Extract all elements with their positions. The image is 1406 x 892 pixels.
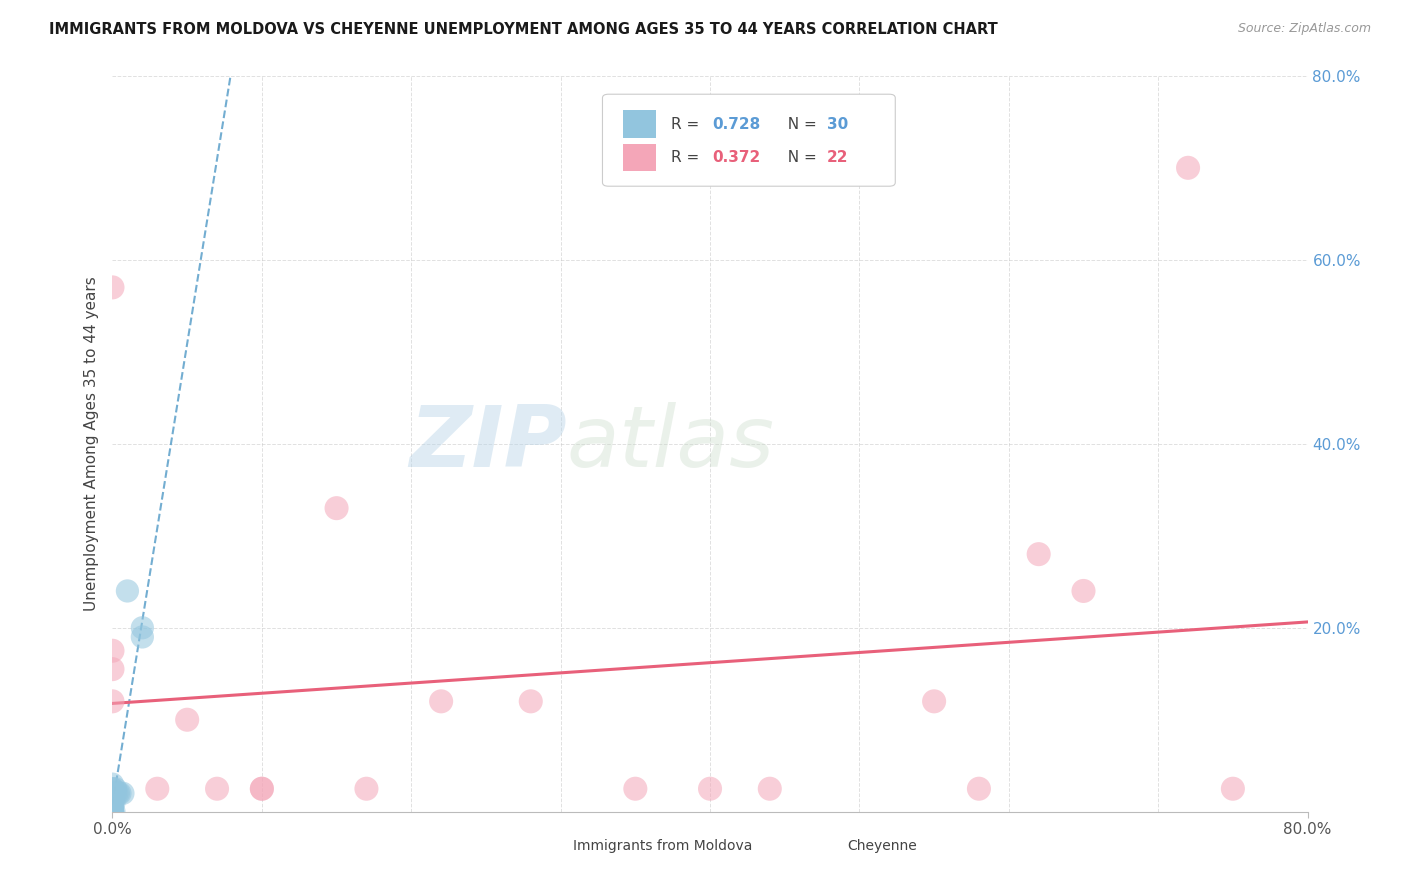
Point: [131, 630, 153, 644]
Point: [101, 791, 124, 805]
Point: [1177, 161, 1199, 175]
Point: [101, 781, 124, 796]
Point: [131, 621, 153, 635]
Text: Source: ZipAtlas.com: Source: ZipAtlas.com: [1237, 22, 1371, 36]
Point: [430, 694, 453, 708]
Point: [101, 805, 124, 819]
Point: [101, 694, 124, 708]
Point: [101, 794, 124, 808]
Point: [103, 805, 125, 819]
Point: [107, 786, 129, 800]
Text: 0.728: 0.728: [713, 117, 761, 132]
Point: [103, 786, 125, 800]
Bar: [811, 833, 838, 856]
Point: [967, 781, 990, 796]
Point: [101, 781, 124, 796]
Point: [356, 781, 378, 796]
Point: [101, 797, 124, 812]
Point: [624, 781, 647, 796]
Point: [922, 694, 945, 708]
Point: [699, 781, 721, 796]
Text: Immigrants from Moldova: Immigrants from Moldova: [572, 839, 752, 854]
Point: [101, 788, 124, 802]
Point: [1222, 781, 1244, 796]
Text: 0.372: 0.372: [713, 150, 761, 165]
Bar: [623, 144, 657, 171]
Text: ZIP: ZIP: [409, 402, 567, 485]
Point: [101, 791, 124, 805]
Text: R =: R =: [671, 150, 704, 165]
Point: [101, 796, 124, 810]
Point: [105, 786, 128, 800]
Text: Cheyenne: Cheyenne: [848, 839, 917, 854]
Bar: [537, 833, 562, 856]
Point: [111, 786, 134, 800]
Point: [101, 777, 124, 791]
Text: IMMIGRANTS FROM MOLDOVA VS CHEYENNE UNEMPLOYMENT AMONG AGES 35 TO 44 YEARS CORRE: IMMIGRANTS FROM MOLDOVA VS CHEYENNE UNEM…: [49, 22, 998, 37]
Text: N =: N =: [778, 150, 821, 165]
Point: [108, 786, 131, 800]
Point: [146, 781, 169, 796]
Point: [101, 805, 124, 819]
Point: [176, 713, 198, 727]
Bar: [623, 111, 657, 138]
Point: [101, 644, 124, 658]
Point: [104, 786, 127, 800]
Point: [101, 662, 124, 676]
Point: [103, 796, 125, 810]
Point: [117, 584, 139, 599]
Point: [520, 694, 543, 708]
Point: [101, 805, 124, 819]
FancyBboxPatch shape: [603, 95, 896, 186]
Point: [1028, 547, 1050, 561]
Point: [205, 781, 228, 796]
Point: [101, 805, 124, 819]
Point: [759, 781, 782, 796]
Y-axis label: Unemployment Among Ages 35 to 44 years: Unemployment Among Ages 35 to 44 years: [83, 277, 98, 611]
Point: [101, 800, 124, 814]
Text: 22: 22: [827, 150, 849, 165]
Point: [250, 781, 273, 796]
Point: [250, 781, 273, 796]
Text: atlas: atlas: [567, 402, 775, 485]
Text: 30: 30: [827, 117, 848, 132]
Text: N =: N =: [778, 117, 821, 132]
Point: [325, 501, 347, 516]
Point: [101, 280, 124, 294]
Point: [101, 805, 124, 819]
Point: [1073, 584, 1095, 599]
Point: [101, 786, 124, 800]
Point: [101, 786, 124, 800]
Point: [101, 805, 124, 819]
Text: R =: R =: [671, 117, 704, 132]
Point: [104, 781, 127, 796]
